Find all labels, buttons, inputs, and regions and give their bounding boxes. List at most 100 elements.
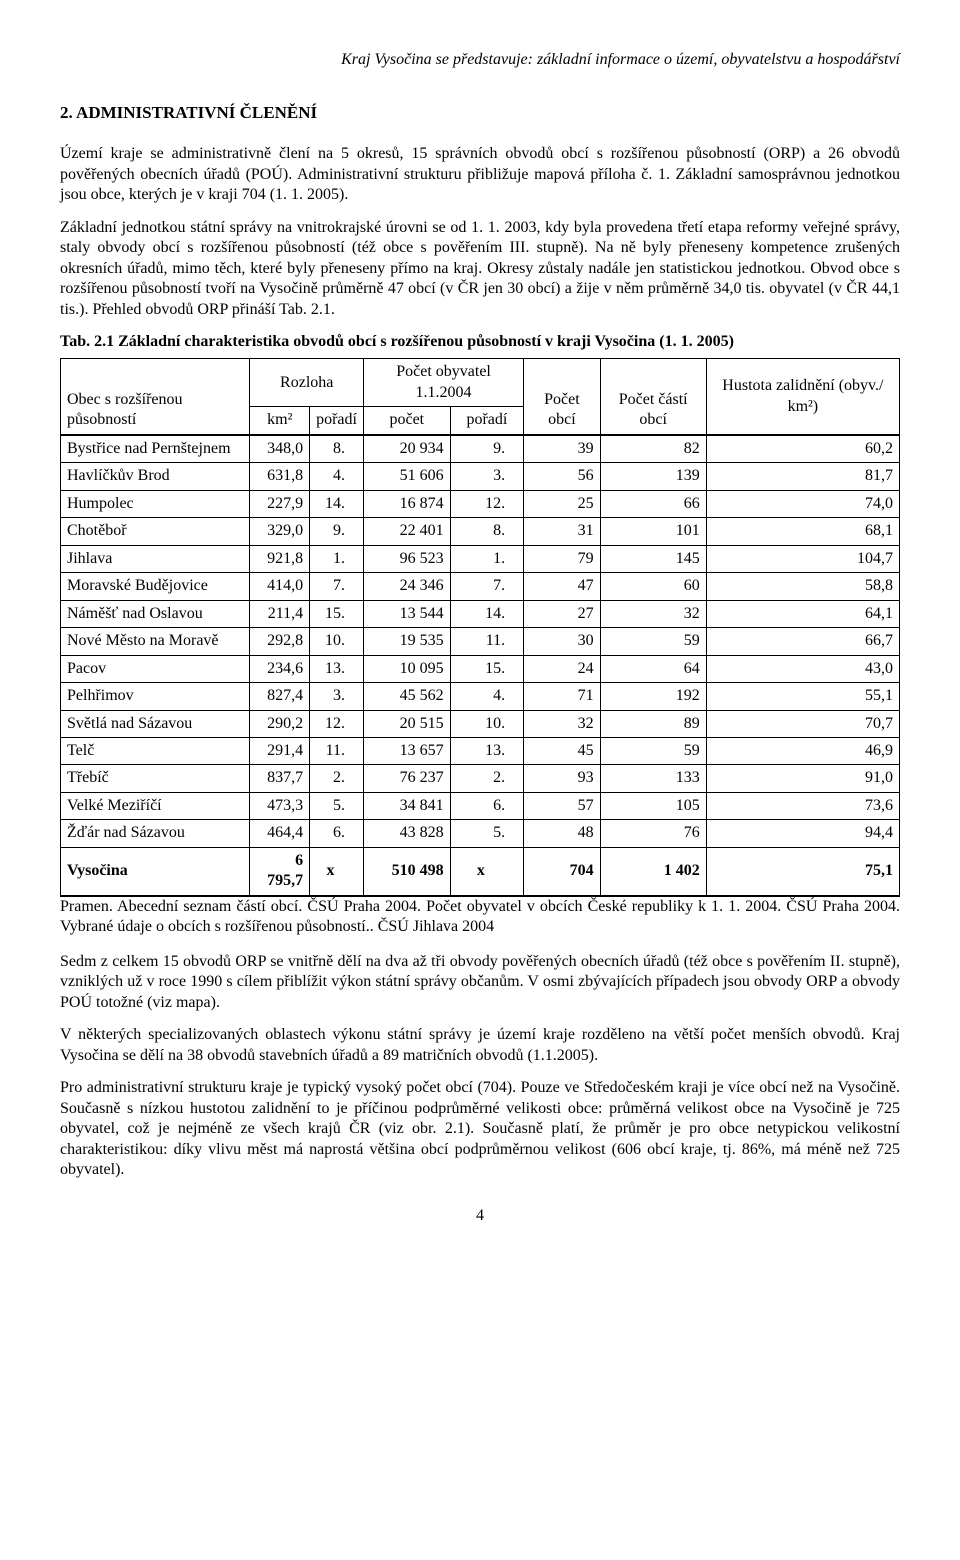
cell-obec: Bystřice nad Pernštejnem <box>61 435 250 463</box>
table-row: Vysočina6 795,7x510 498x7041 40275,1 <box>61 847 900 895</box>
cell-pop: 34 841 <box>363 792 450 819</box>
cell-obec: Velké Meziříčí <box>61 792 250 819</box>
cell-hust: 46,9 <box>706 738 899 765</box>
cell-casti: 105 <box>600 792 706 819</box>
cell-rank2: 3. <box>450 463 523 490</box>
cell-casti: 76 <box>600 820 706 847</box>
table-row: Bystřice nad Pernštejnem348,08.20 9349.3… <box>61 435 900 463</box>
cell-obec: Žďár nad Sázavou <box>61 820 250 847</box>
cell-obci: 30 <box>524 628 601 655</box>
cell-obci: 79 <box>524 545 601 572</box>
cell-obec: Světlá nad Sázavou <box>61 710 250 737</box>
cell-rank2: 5. <box>450 820 523 847</box>
table-row: Telč291,411.13 65713.455946,9 <box>61 738 900 765</box>
cell-hust: 94,4 <box>706 820 899 847</box>
col-rozloha: Rozloha <box>250 359 364 407</box>
cell-rank2: 9. <box>450 435 523 463</box>
cell-hust: 91,0 <box>706 765 899 792</box>
cell-rank2: 4. <box>450 683 523 710</box>
cell-hust: 68,1 <box>706 518 899 545</box>
cell-pop: 22 401 <box>363 518 450 545</box>
cell-rank2: 8. <box>450 518 523 545</box>
table-row: Pacov234,613.10 09515.246443,0 <box>61 655 900 682</box>
cell-casti: 32 <box>600 600 706 627</box>
cell-obec: Telč <box>61 738 250 765</box>
cell-rank2: 7. <box>450 573 523 600</box>
cell-km2: 292,8 <box>250 628 310 655</box>
cell-casti: 139 <box>600 463 706 490</box>
paragraph-2: Základní jednotkou státní správy na vnit… <box>60 218 900 320</box>
table-row: Pelhřimov827,43.45 5624.7119255,1 <box>61 683 900 710</box>
col-casti-obci: Počet částí obcí <box>600 359 706 435</box>
cell-obci: 71 <box>524 683 601 710</box>
cell-km2: 631,8 <box>250 463 310 490</box>
cell-hust: 58,8 <box>706 573 899 600</box>
cell-hust: 55,1 <box>706 683 899 710</box>
cell-rank1: 9. <box>310 518 364 545</box>
cell-km2: 827,4 <box>250 683 310 710</box>
cell-pop: 510 498 <box>363 847 450 895</box>
cell-hust: 74,0 <box>706 490 899 517</box>
cell-casti: 133 <box>600 765 706 792</box>
cell-rank1: 1. <box>310 545 364 572</box>
cell-obec: Pacov <box>61 655 250 682</box>
cell-rank1: 5. <box>310 792 364 819</box>
cell-rank1: 11. <box>310 738 364 765</box>
cell-rank2: 2. <box>450 765 523 792</box>
cell-rank1: 14. <box>310 490 364 517</box>
cell-rank1: 12. <box>310 710 364 737</box>
table-row: Třebíč837,72.76 2372.9313391,0 <box>61 765 900 792</box>
col-obec: Obec s rozšířenou působností <box>61 359 250 435</box>
cell-casti: 101 <box>600 518 706 545</box>
cell-rank2: 13. <box>450 738 523 765</box>
cell-casti: 64 <box>600 655 706 682</box>
cell-pop: 20 515 <box>363 710 450 737</box>
cell-km2: 464,4 <box>250 820 310 847</box>
running-header: Kraj Vysočina se představuje: základní i… <box>60 50 900 70</box>
cell-hust: 66,7 <box>706 628 899 655</box>
cell-casti: 59 <box>600 628 706 655</box>
cell-km2: 6 795,7 <box>250 847 310 895</box>
cell-pop: 45 562 <box>363 683 450 710</box>
cell-casti: 192 <box>600 683 706 710</box>
table-row: Chotěboř329,09.22 4018.3110168,1 <box>61 518 900 545</box>
cell-pop: 10 095 <box>363 655 450 682</box>
cell-obec: Chotěboř <box>61 518 250 545</box>
cell-hust: 70,7 <box>706 710 899 737</box>
cell-rank2: 14. <box>450 600 523 627</box>
cell-rank2: 11. <box>450 628 523 655</box>
cell-hust: 73,6 <box>706 792 899 819</box>
cell-obec: Havlíčkův Brod <box>61 463 250 490</box>
orp-table: Obec s rozšířenou působností Rozloha Poč… <box>60 358 900 896</box>
cell-km2: 211,4 <box>250 600 310 627</box>
cell-hust: 81,7 <box>706 463 899 490</box>
cell-obci: 32 <box>524 710 601 737</box>
col-population: Počet obyvatel 1.1.2004 <box>363 359 523 407</box>
cell-rank2: 6. <box>450 792 523 819</box>
table-row: Nové Město na Moravě292,810.19 53511.305… <box>61 628 900 655</box>
cell-casti: 60 <box>600 573 706 600</box>
cell-obci: 48 <box>524 820 601 847</box>
cell-km2: 473,3 <box>250 792 310 819</box>
cell-obci: 56 <box>524 463 601 490</box>
col-poradi-1: pořadí <box>310 407 364 435</box>
cell-km2: 291,4 <box>250 738 310 765</box>
cell-obci: 24 <box>524 655 601 682</box>
cell-rank2: x <box>450 847 523 895</box>
cell-hust: 60,2 <box>706 435 899 463</box>
table-caption: Tab. 2.1 Základní charakteristika obvodů… <box>60 332 900 352</box>
cell-hust: 43,0 <box>706 655 899 682</box>
cell-pop: 13 657 <box>363 738 450 765</box>
cell-rank1: 6. <box>310 820 364 847</box>
cell-rank1: 4. <box>310 463 364 490</box>
cell-rank1: 10. <box>310 628 364 655</box>
cell-pop: 43 828 <box>363 820 450 847</box>
cell-km2: 227,9 <box>250 490 310 517</box>
cell-obci: 93 <box>524 765 601 792</box>
cell-hust: 75,1 <box>706 847 899 895</box>
table-row: Světlá nad Sázavou290,212.20 51510.32897… <box>61 710 900 737</box>
table-row: Velké Meziříčí473,35.34 8416.5710573,6 <box>61 792 900 819</box>
cell-casti: 59 <box>600 738 706 765</box>
table-row: Náměšť nad Oslavou211,415.13 54414.27326… <box>61 600 900 627</box>
cell-obci: 31 <box>524 518 601 545</box>
